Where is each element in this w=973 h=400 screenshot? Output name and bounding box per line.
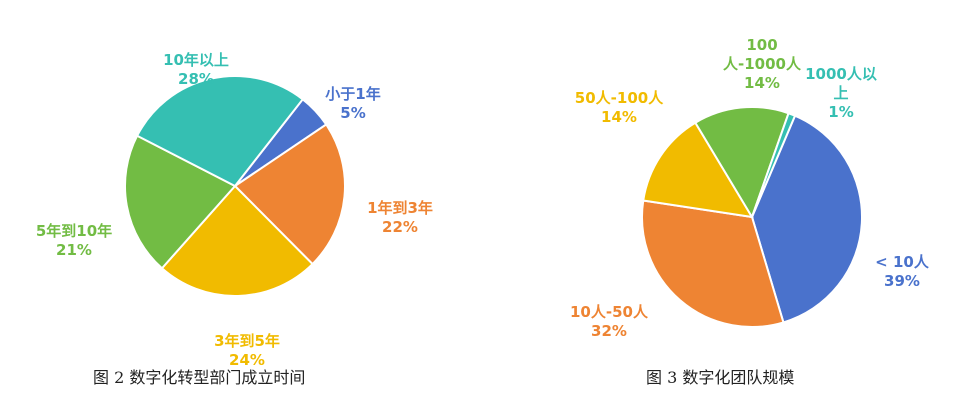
slice-label-2: 50人-100人 14% — [574, 89, 664, 126]
slice-label-4: 1000人以上 1% — [805, 65, 877, 121]
slice-label-3: 100人-1000人 14% — [723, 36, 801, 92]
pie-slice-1 — [233, 123, 346, 266]
pie-slice-3 — [124, 134, 237, 270]
slice-label-3: 5年到10年 21% — [35, 222, 113, 259]
pie-chart-team-size: < 10人 39% 10人-50人 32% 50人-100人 14% 100人-100… — [486, 0, 973, 400]
pie-left-svg — [124, 75, 346, 297]
pie-chart-department-age: 小于1年 5% 1年到3年 22% 3年到5年 24% 5年到10年 21% 10年以上… — [0, 0, 486, 400]
pie-slice-3 — [693, 106, 790, 220]
slice-label-2: 3年到5年 24% — [214, 332, 280, 369]
slice-label-0: 小于1年 5% — [325, 85, 381, 122]
pie-right-svg — [641, 106, 863, 328]
pie-slice-4 — [135, 75, 305, 188]
pie-slice-2 — [160, 184, 314, 297]
slice-label-0: < 10人 39% — [875, 253, 929, 290]
slice-label-1: 10人-50人 32% — [570, 303, 648, 340]
pie-slice-4 — [751, 111, 797, 218]
chart-caption: 图 3 数字化团队规模 — [646, 368, 795, 387]
slice-label-4: 10年以上 28% — [163, 51, 229, 88]
pie-slice-0 — [750, 114, 863, 324]
slice-label-1: 1年到3年 22% — [367, 199, 433, 236]
pie-slice-2 — [642, 121, 754, 219]
chart-caption: 图 2 数字化转型部门成立时间 — [93, 368, 306, 387]
pie-slice-1 — [641, 199, 785, 328]
